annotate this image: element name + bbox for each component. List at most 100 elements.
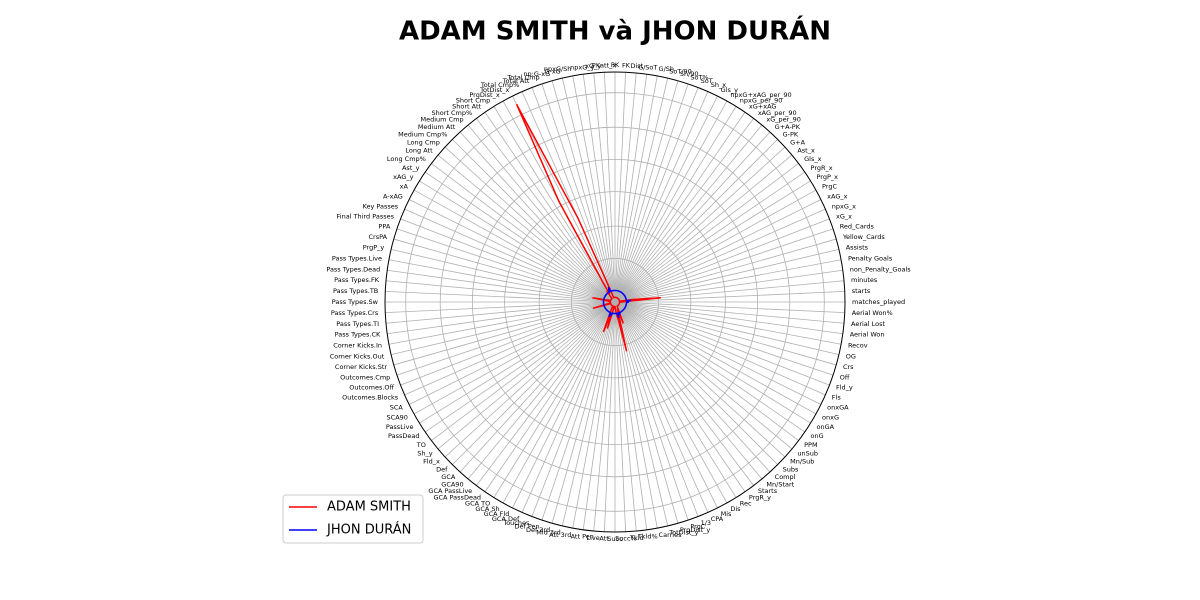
spoke — [484, 301, 616, 492]
spoke — [437, 154, 616, 303]
category-label: Medium Att — [418, 123, 456, 131]
category-label: GCA PassLive — [428, 487, 472, 495]
spoke — [614, 75, 658, 303]
spoke — [444, 301, 616, 458]
category-label: xA — [400, 183, 409, 191]
category-label: Def Pen — [515, 523, 540, 531]
spoke — [387, 301, 616, 335]
spoke — [404, 208, 616, 303]
spoke — [614, 248, 839, 303]
category-label: non_Penalty_Goals — [850, 265, 912, 273]
spoke — [614, 131, 771, 303]
spoke — [396, 228, 616, 303]
spoke — [437, 301, 616, 450]
category-label: Tkld% — [637, 533, 658, 541]
category-label: Fld_y — [836, 384, 853, 392]
spoke — [614, 301, 834, 376]
spoke — [521, 301, 616, 513]
chart-title: ADAM SMITH và JHON DURÁN — [399, 15, 831, 47]
spoke — [572, 75, 616, 303]
spoke — [614, 208, 826, 303]
spoke — [396, 301, 616, 376]
spoke — [476, 118, 616, 303]
category-label: Pass Types.Dead — [326, 265, 380, 273]
category-label: Corner Kicks.In — [333, 342, 382, 350]
spoke — [493, 301, 616, 498]
category-label: Outcomes.Off — [349, 384, 394, 392]
spoke — [593, 301, 616, 532]
spoke — [385, 301, 616, 314]
category-label: PrgC — [822, 183, 837, 191]
category-label: Pass Types.Crs — [331, 309, 379, 317]
spoke — [614, 269, 843, 303]
category-label: Ast_y — [402, 164, 420, 172]
category-label: Final Third Passes — [337, 212, 395, 220]
outer-frame — [384, 71, 846, 533]
category-label: Penalty Goals — [848, 254, 893, 262]
category-label: Tkld — [629, 534, 644, 542]
category-label: Pass Types.FK — [334, 276, 380, 284]
category-label: Sh/90 — [680, 70, 699, 78]
spoke — [391, 301, 616, 356]
spoke — [431, 301, 616, 441]
spoke — [614, 301, 805, 433]
spoke — [614, 112, 746, 303]
category-label: xG+xAG — [749, 102, 777, 110]
spoke — [614, 171, 805, 303]
category-label: Rec — [740, 500, 752, 508]
spoke — [614, 189, 817, 303]
spoke — [413, 189, 616, 303]
spoke — [614, 301, 648, 530]
spoke — [614, 301, 689, 521]
category-label: G+A-PK — [775, 123, 801, 131]
spoke — [614, 301, 679, 524]
spoke — [614, 301, 842, 345]
category-label: Long Att — [405, 147, 433, 155]
category-label: Assists — [846, 244, 869, 252]
spoke — [614, 83, 689, 303]
spoke — [614, 146, 786, 303]
category-label: G/Sh — [659, 65, 674, 73]
spoke — [614, 301, 746, 492]
spoke — [614, 301, 826, 396]
spoke — [614, 72, 637, 303]
category-label: Compl — [775, 473, 796, 481]
category-label: Key Passes — [363, 202, 399, 210]
category-label: Def 3rd — [526, 526, 550, 534]
category-label: PrgR_x — [811, 164, 833, 172]
spoke — [425, 301, 616, 433]
category-label: xAG_y — [393, 173, 413, 181]
spoke — [603, 72, 616, 303]
category-label: Gls_x — [804, 155, 821, 163]
spoke — [614, 218, 830, 303]
category-label: PPM — [804, 441, 817, 449]
spoke — [614, 301, 718, 509]
category-label: Aerial Won% — [852, 309, 893, 317]
category-label: onxG — [822, 413, 839, 421]
category-label: npxG_per_90 — [740, 96, 783, 104]
spoke — [444, 146, 616, 303]
spoke — [614, 259, 842, 303]
category-label: Live — [586, 534, 599, 542]
category-label: Long Cmp — [407, 138, 440, 146]
category-label: npxG+xAG_per_90 — [730, 91, 791, 99]
spoke — [614, 301, 817, 415]
spoke — [393, 301, 616, 366]
category-label: PrgR_y — [749, 494, 771, 502]
spoke — [582, 74, 616, 303]
spoke — [404, 301, 616, 396]
spoke — [459, 301, 616, 473]
spoke — [388, 301, 616, 345]
category-label: npxG/Sh — [544, 65, 572, 73]
series-line — [515, 103, 661, 352]
category-label: starts — [852, 287, 871, 295]
category-label: SoT% — [690, 73, 708, 81]
category-label: Dist — [630, 62, 643, 70]
spoke — [388, 259, 616, 303]
category-label: Att Pen — [571, 533, 594, 541]
legend-box — [282, 494, 424, 544]
category-label: Medium Cmp% — [398, 130, 447, 138]
category-label: PrgDist_y — [680, 526, 710, 534]
spoke — [614, 301, 709, 513]
